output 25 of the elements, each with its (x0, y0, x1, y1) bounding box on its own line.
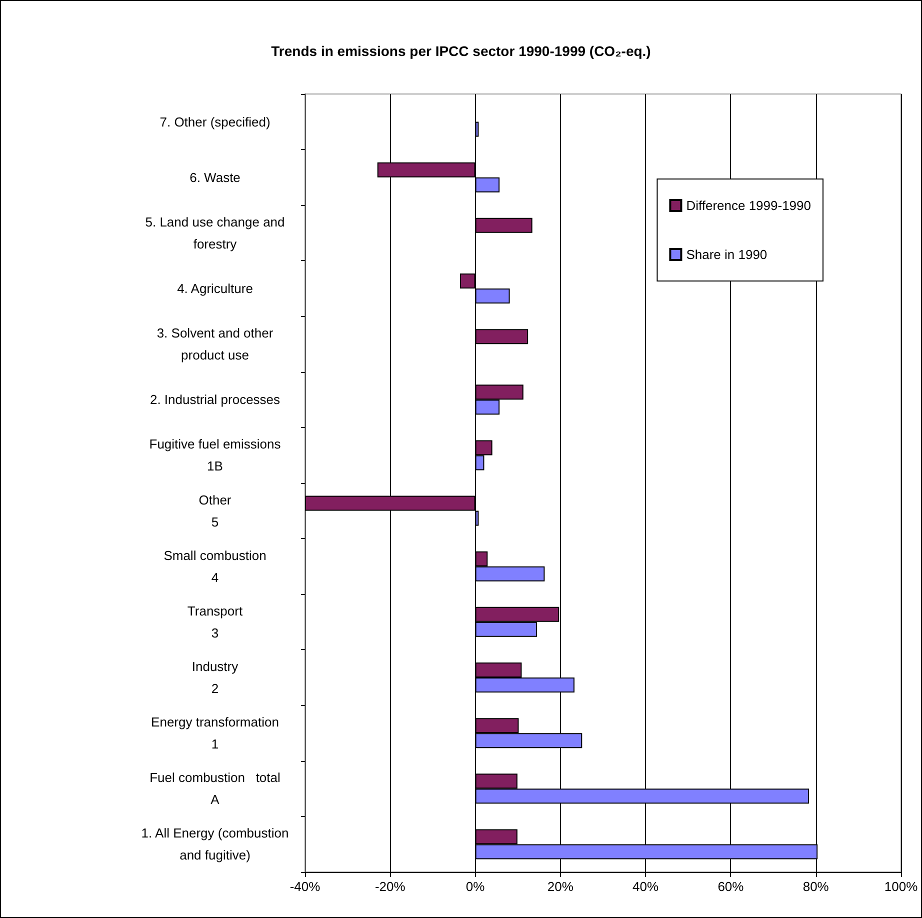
x-tick-label: -20% (374, 879, 406, 894)
y-tick-label: 5. Land use change and forestry (145, 214, 285, 252)
y-tick-label: 4. Agriculture (177, 281, 253, 296)
x-tick-label: 0% (466, 879, 486, 894)
y-tick-label: Small combustion 4 (164, 548, 266, 585)
x-tick-label: 60% (718, 879, 744, 894)
y-tick-label: Other 5 (198, 492, 232, 530)
y-tick-label: Industry 2 (192, 659, 239, 696)
x-tick-label: 40% (632, 879, 660, 894)
y-tick-label: Energy transformation 1 (151, 714, 279, 752)
y-tick-label: 7. Other (specified) (160, 114, 270, 130)
chart-title: Trends in emissions per IPCC sector 1990-1999 (CO₂-eq.) (271, 43, 651, 59)
y-tick-label: 6. Waste (190, 170, 240, 185)
y-tick-label: 2. Industrial processes (150, 392, 281, 408)
x-tick-label: 100% (884, 879, 918, 894)
y-tick-label: Fuel combustion total A (150, 770, 280, 808)
y-tick-label: Transport 3 (187, 603, 243, 640)
x-tick-label: -40% (290, 879, 321, 894)
legend-label: Difference 1999-1990 (686, 198, 811, 213)
x-tick-label: 80% (802, 879, 830, 894)
y-tick-label: Fugitive fuel emissions 1B (149, 436, 282, 474)
y-tick-label: 1. All Energy (combustion and fugitive) (141, 826, 289, 863)
legend-label: Share in 1990 (686, 247, 768, 262)
y-tick-label: 3. Solvent and other product use (156, 326, 274, 363)
x-tick-label: 20% (547, 879, 574, 894)
